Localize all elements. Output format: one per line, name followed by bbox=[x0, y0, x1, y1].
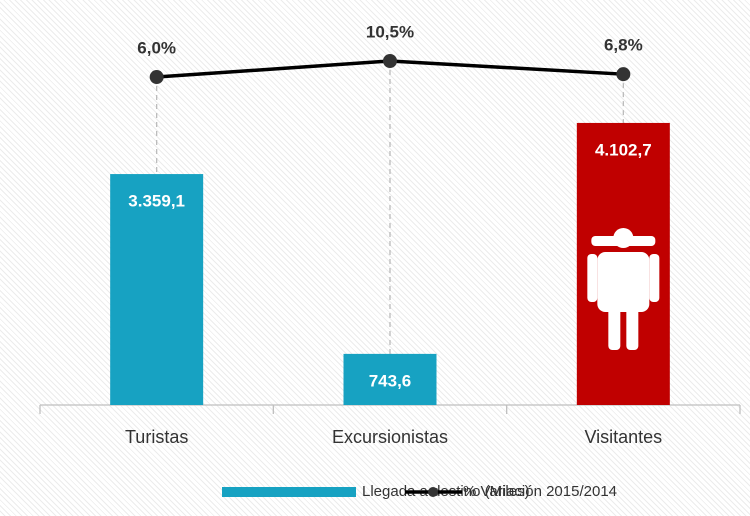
icon-part bbox=[587, 254, 598, 302]
icon-part bbox=[626, 290, 639, 350]
icon-part bbox=[597, 252, 650, 312]
bar bbox=[343, 353, 437, 405]
legend-label: % Variación 2015/2014 bbox=[463, 483, 617, 500]
icon-part bbox=[649, 254, 660, 302]
icon-part bbox=[608, 290, 621, 350]
line-marker bbox=[383, 53, 397, 68]
legend-swatch bbox=[222, 487, 356, 497]
line-marker bbox=[149, 70, 164, 85]
line-value-label: 6,8% bbox=[604, 36, 643, 55]
visitor-icon bbox=[587, 228, 660, 350]
line-marker bbox=[616, 67, 631, 82]
bar-value-label: 4.102,7 bbox=[595, 140, 652, 159]
line-value-label: 6,0% bbox=[137, 39, 176, 58]
x-tick-label: Turistas bbox=[125, 427, 188, 447]
legend-marker bbox=[428, 487, 438, 497]
bar bbox=[110, 174, 204, 405]
bar-value-label: 743,6 bbox=[369, 371, 412, 390]
x-tick-label: Visitantes bbox=[584, 427, 662, 447]
icon-part bbox=[591, 236, 656, 246]
x-tick-label: Excursionistas bbox=[332, 427, 448, 447]
line-value-label: 10,5% bbox=[366, 22, 414, 41]
bar-value-label: 3.359,1 bbox=[128, 192, 185, 211]
